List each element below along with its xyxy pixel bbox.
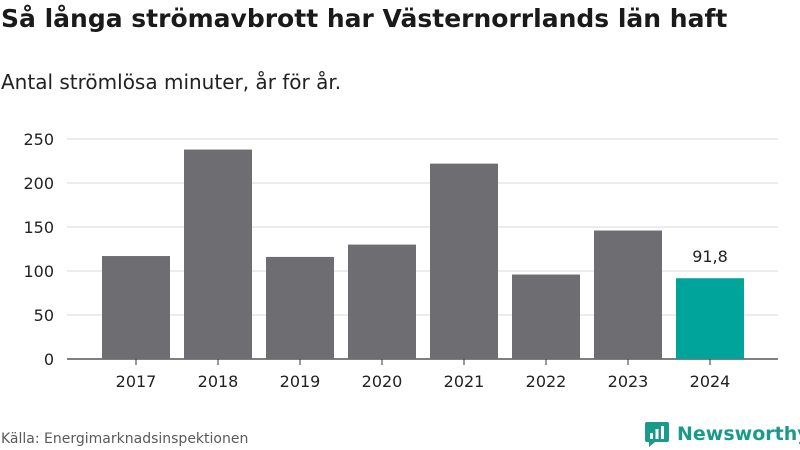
bar-2017 bbox=[102, 256, 170, 359]
x-tick-label: 2021 bbox=[444, 372, 485, 391]
newsworthy-logo-text: Newsworthy bbox=[677, 423, 800, 445]
x-tick-label: 2017 bbox=[116, 372, 157, 391]
y-tick-label: 50 bbox=[34, 306, 54, 325]
bars bbox=[102, 149, 744, 359]
bar-2019 bbox=[266, 256, 334, 359]
newsworthy-logo[interactable]: Newsworthy bbox=[644, 420, 800, 448]
data-labels: 91,8 bbox=[692, 247, 728, 266]
y-tick-label: 100 bbox=[23, 262, 54, 281]
y-tick-label: 250 bbox=[23, 130, 54, 149]
x-tick-label: 2024 bbox=[690, 372, 731, 391]
x-tick-label: 2023 bbox=[608, 372, 649, 391]
bar-chart: 0 50 100 150 200 250 2017 2018 2019 2020 2021 2022… bbox=[23, 130, 778, 391]
x-tick-label: 2019 bbox=[280, 372, 321, 391]
y-axis-ticks: 0 50 100 150 200 250 bbox=[23, 130, 54, 369]
bar-2020 bbox=[348, 244, 416, 359]
bar-2023 bbox=[594, 230, 662, 359]
x-tick-label: 2020 bbox=[362, 372, 403, 391]
y-tick-label: 0 bbox=[44, 350, 54, 369]
chart-subtitle: Antal strömlösa minuter, år för år. bbox=[1, 70, 342, 94]
x-axis-ticks: 2017 2018 2019 2020 2021 2022 2023 2024 bbox=[116, 359, 731, 391]
y-tick-label: 150 bbox=[23, 218, 54, 237]
y-tick-label: 200 bbox=[23, 174, 54, 193]
newsworthy-logo-icon bbox=[645, 422, 669, 447]
x-tick-label: 2022 bbox=[526, 372, 567, 391]
data-label: 91,8 bbox=[692, 247, 728, 266]
source-note: Källa: Energimarknadsinspektionen bbox=[1, 431, 249, 447]
x-tick-label: 2018 bbox=[198, 372, 239, 391]
bar-2021 bbox=[430, 163, 498, 359]
chart-title: Så långa strömavbrott har Västernorrland… bbox=[1, 4, 728, 33]
gridlines bbox=[67, 138, 778, 360]
bar-2018 bbox=[184, 149, 252, 359]
bar-2022 bbox=[512, 274, 580, 359]
bar-2024 bbox=[676, 278, 744, 359]
